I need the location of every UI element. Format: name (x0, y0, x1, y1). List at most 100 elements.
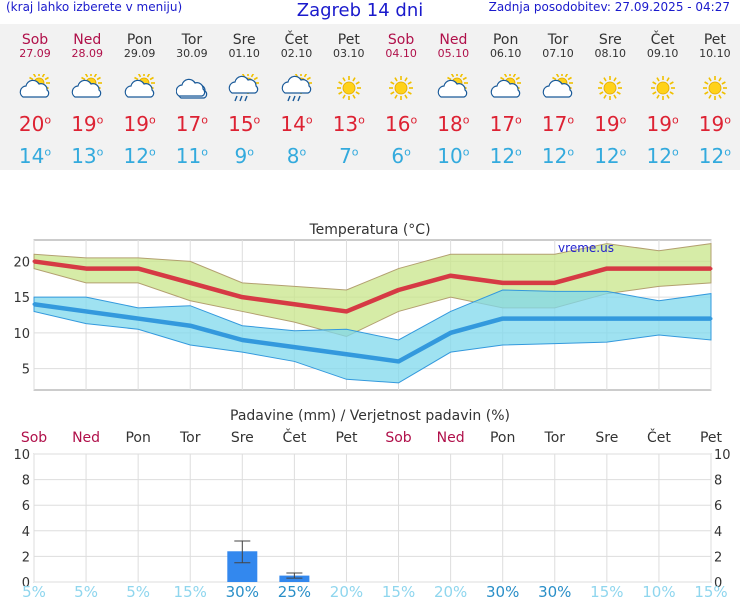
sunny-icon (385, 74, 417, 102)
precipitation-probability: 10% (642, 583, 675, 600)
day-date: 05.10 (437, 47, 470, 60)
min-temperature-point (605, 317, 609, 321)
day-date: 27.09 (19, 47, 51, 60)
max-temperature: 19o (594, 112, 627, 136)
day-column: Pet 10.10 19o 12o (689, 32, 740, 168)
precipitation-bar (279, 575, 310, 582)
x-tick-label: Sre (595, 430, 618, 446)
degree-symbol: o (148, 145, 156, 159)
day-date: 04.10 (385, 47, 417, 60)
day-name: Pon (492, 32, 519, 48)
y-tick-label-right: 0 (714, 576, 722, 591)
day-column: Sob 04.10 16o 6o (375, 32, 427, 168)
x-tick-label: Čet (282, 428, 306, 446)
precipitation-probability: 20% (330, 583, 363, 600)
max-temperature-point (449, 274, 453, 278)
min-range-band (33, 289, 712, 384)
day-date: 08.10 (594, 47, 627, 60)
y-tick-label: 8 (22, 474, 30, 489)
max-temperature-point (709, 267, 713, 271)
cloudy-icon (175, 74, 208, 102)
degree-symbol: o (305, 113, 313, 127)
precipitation-probability: 25% (278, 583, 311, 600)
y-tick-label: 10 (13, 448, 30, 463)
degree-symbol: o (671, 113, 679, 127)
min-temperature-point (344, 352, 348, 356)
max-temperature-point (605, 267, 609, 271)
day-column: Čet 09.10 19o 12o (637, 32, 689, 168)
degree-symbol: o (567, 113, 575, 127)
max-temperature: 19o (698, 112, 731, 136)
y-tick-label: 10 (13, 327, 30, 342)
precipitation-probability: 15% (694, 583, 727, 600)
degree-symbol: o (299, 145, 307, 159)
max-temperature: 19o (646, 112, 679, 136)
sunny-icon (647, 74, 679, 102)
degree-symbol: o (201, 145, 208, 159)
max-temperature: 14o (280, 112, 313, 136)
region-menu-hint[interactable]: (kraj lahko izberete v meniju) (6, 0, 183, 14)
precipitation-probability: 15% (382, 583, 415, 600)
chart-title: Padavine (mm) / Verjetnost padavin (%) (230, 408, 510, 424)
precipitation-probability: 30% (486, 583, 519, 600)
min-temperature-point (709, 317, 713, 321)
min-temperature-point (397, 359, 401, 363)
x-tick-label: Sob (21, 430, 47, 446)
degree-symbol: o (619, 113, 627, 127)
x-tick-label: Pon (490, 430, 515, 446)
min-temperature: 12o (541, 144, 575, 168)
day-date: 06.10 (489, 47, 522, 60)
y-tick-label: 4 (22, 525, 30, 540)
sunny-icon (594, 74, 626, 102)
watermark: vreme.us (558, 241, 614, 255)
day-name: Sre (598, 32, 622, 48)
min-temperature-point (553, 317, 557, 321)
day-column: Sob 27.09 20o 14o (9, 32, 61, 168)
max-temperature: 16o (385, 112, 418, 136)
precipitation-probability: 30% (226, 583, 259, 600)
x-tick-label: Pet (335, 430, 358, 446)
chart-title: Temperatura (°C) (308, 222, 430, 238)
y-tick-label-right: 8 (714, 474, 722, 489)
max-temperature: 15o (228, 112, 261, 136)
max-temperature-point (657, 267, 661, 271)
day-name: Tor (547, 32, 569, 48)
day-name: Pet (337, 32, 360, 48)
y-tick-label: 2 (22, 550, 30, 565)
day-date: 30.09 (176, 47, 208, 60)
min-temperature: 12o (646, 144, 679, 168)
degree-symbol: o (351, 145, 359, 159)
day-column: Tor 07.10 17o 12o (532, 32, 584, 168)
partly-cloudy-icon (124, 72, 156, 102)
precipitation-probability: 5% (126, 583, 150, 600)
max-temperature-line (33, 259, 711, 314)
min-temperature: 10o (437, 144, 470, 168)
x-tick-label: Sre (231, 430, 254, 446)
y-tick-label-right: 4 (714, 525, 722, 540)
precipitation-probability: 15% (174, 583, 207, 600)
min-temperature-point (449, 331, 453, 335)
degree-symbol: o (619, 145, 627, 159)
max-range-band (33, 242, 712, 337)
y-tick-label-right: 2 (714, 550, 722, 565)
max-temperature-point (136, 267, 140, 271)
page-title: Zagreb 14 dni (296, 0, 424, 21)
min-temperature: 11o (175, 144, 208, 168)
day-column: Ned 05.10 18o 10o (427, 32, 479, 168)
degree-symbol: o (724, 113, 731, 127)
min-temperature-point (240, 338, 244, 342)
day-name: Čet (284, 32, 309, 48)
x-tick-label: Tor (544, 430, 566, 446)
day-date: 07.10 (542, 47, 574, 60)
y-tick-label: 6 (22, 499, 30, 514)
x-tick-label: Pet (700, 430, 723, 446)
x-tick-label: Tor (179, 430, 201, 446)
degree-symbol: o (358, 113, 365, 127)
precipitation-probability: 5% (74, 583, 98, 600)
max-temperature-point (84, 267, 88, 271)
degree-symbol: o (247, 145, 254, 159)
day-date: 29.09 (123, 47, 156, 60)
x-tick-label: Ned (437, 430, 465, 446)
min-temperature: 9o (234, 144, 254, 168)
